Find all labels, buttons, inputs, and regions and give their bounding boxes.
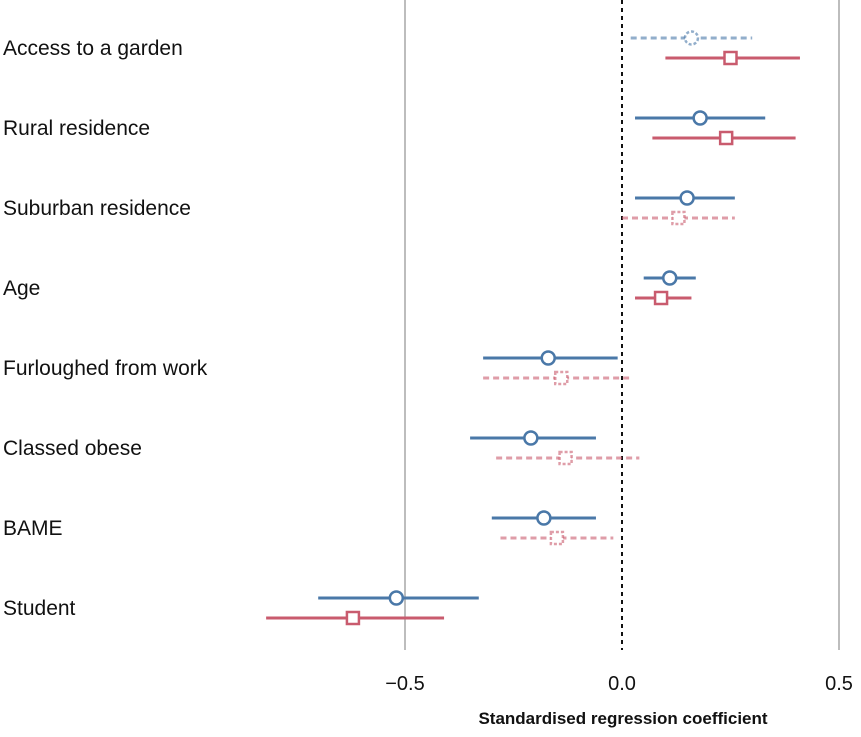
category-label: Classed obese — [3, 437, 142, 460]
estimate-point — [683, 30, 700, 46]
estimate-point — [679, 190, 695, 206]
estimate-point — [661, 270, 678, 286]
series-1 — [318, 30, 766, 606]
category-labels: Access to a garden Rural residence Suburba… — [3, 37, 208, 620]
category-label: Student — [3, 597, 76, 620]
estimate-point — [692, 110, 708, 126]
category-label: BAME — [3, 517, 63, 540]
category-label: Access to a garden — [3, 37, 183, 60]
estimate-point — [523, 430, 539, 446]
estimate-point — [671, 210, 686, 226]
data-marks — [266, 30, 800, 626]
category-label: Suburban residence — [3, 197, 191, 220]
estimate-point — [558, 450, 573, 466]
gridlines — [404, 0, 840, 650]
estimate-point — [723, 50, 738, 66]
estimate-point — [718, 130, 734, 146]
x-axis-title: Standardised regression coefficient — [478, 709, 767, 728]
estimate-point — [653, 290, 669, 306]
estimate-point — [388, 590, 405, 606]
estimate-point — [553, 370, 569, 386]
category-label: Age — [3, 277, 40, 300]
estimate-point — [345, 610, 361, 626]
estimate-point — [536, 510, 552, 526]
estimate-point — [540, 350, 556, 366]
estimate-point — [549, 530, 565, 546]
x-tick-labels: −0.5 0.0 0.5 — [385, 673, 853, 695]
series-2 — [266, 50, 800, 626]
x-tick-label: 0.5 — [825, 673, 853, 695]
category-label: Rural residence — [3, 117, 150, 140]
category-label: Furloughed from work — [3, 357, 208, 380]
x-tick-label: −0.5 — [385, 673, 424, 695]
x-tick-label: 0.0 — [608, 673, 636, 695]
